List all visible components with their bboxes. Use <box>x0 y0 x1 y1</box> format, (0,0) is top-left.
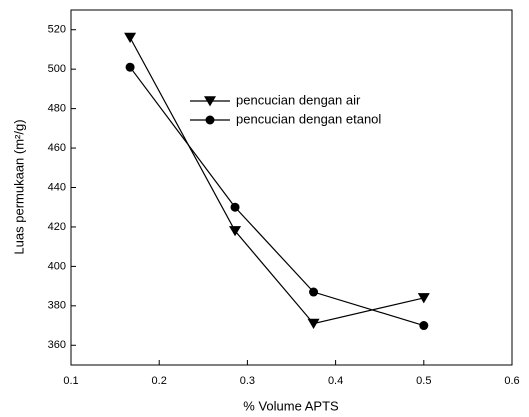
marker <box>419 321 429 331</box>
y-tick-label: 500 <box>48 63 66 75</box>
marker <box>309 287 319 297</box>
x-tick-label: 0.5 <box>416 375 431 387</box>
marker <box>417 293 430 304</box>
y-tick-label: 420 <box>48 221 66 233</box>
x-axis-label: % Volume APTS <box>243 398 339 413</box>
marker <box>124 32 137 44</box>
y-tick-label: 520 <box>48 24 66 36</box>
x-tick-label: 0.3 <box>240 375 255 387</box>
y-tick-label: 440 <box>48 181 66 193</box>
series-line <box>129 37 424 325</box>
marker <box>204 96 216 107</box>
x-tick-label: 0.6 <box>504 375 519 387</box>
y-axis-label: Luas permukaan (m²/g) <box>11 119 26 254</box>
x-tick-label: 0.2 <box>152 375 167 387</box>
marker <box>205 115 215 125</box>
y-tick-label: 400 <box>48 260 66 272</box>
y-tick-label: 480 <box>48 103 66 115</box>
marker <box>307 318 320 329</box>
x-tick-label: 0.4 <box>328 375 343 387</box>
legend-label: pencucian dengan etanol <box>236 111 381 126</box>
y-tick-label: 360 <box>48 339 66 351</box>
marker <box>229 226 242 237</box>
legend-label: pencucian dengan air <box>236 92 361 107</box>
y-tick-label: 380 <box>48 300 66 312</box>
plot-frame <box>70 9 513 366</box>
series-line <box>129 66 424 327</box>
x-tick-label: 0.1 <box>63 375 78 387</box>
marker <box>230 202 240 212</box>
y-tick-label: 460 <box>48 142 66 154</box>
marker <box>125 62 135 72</box>
